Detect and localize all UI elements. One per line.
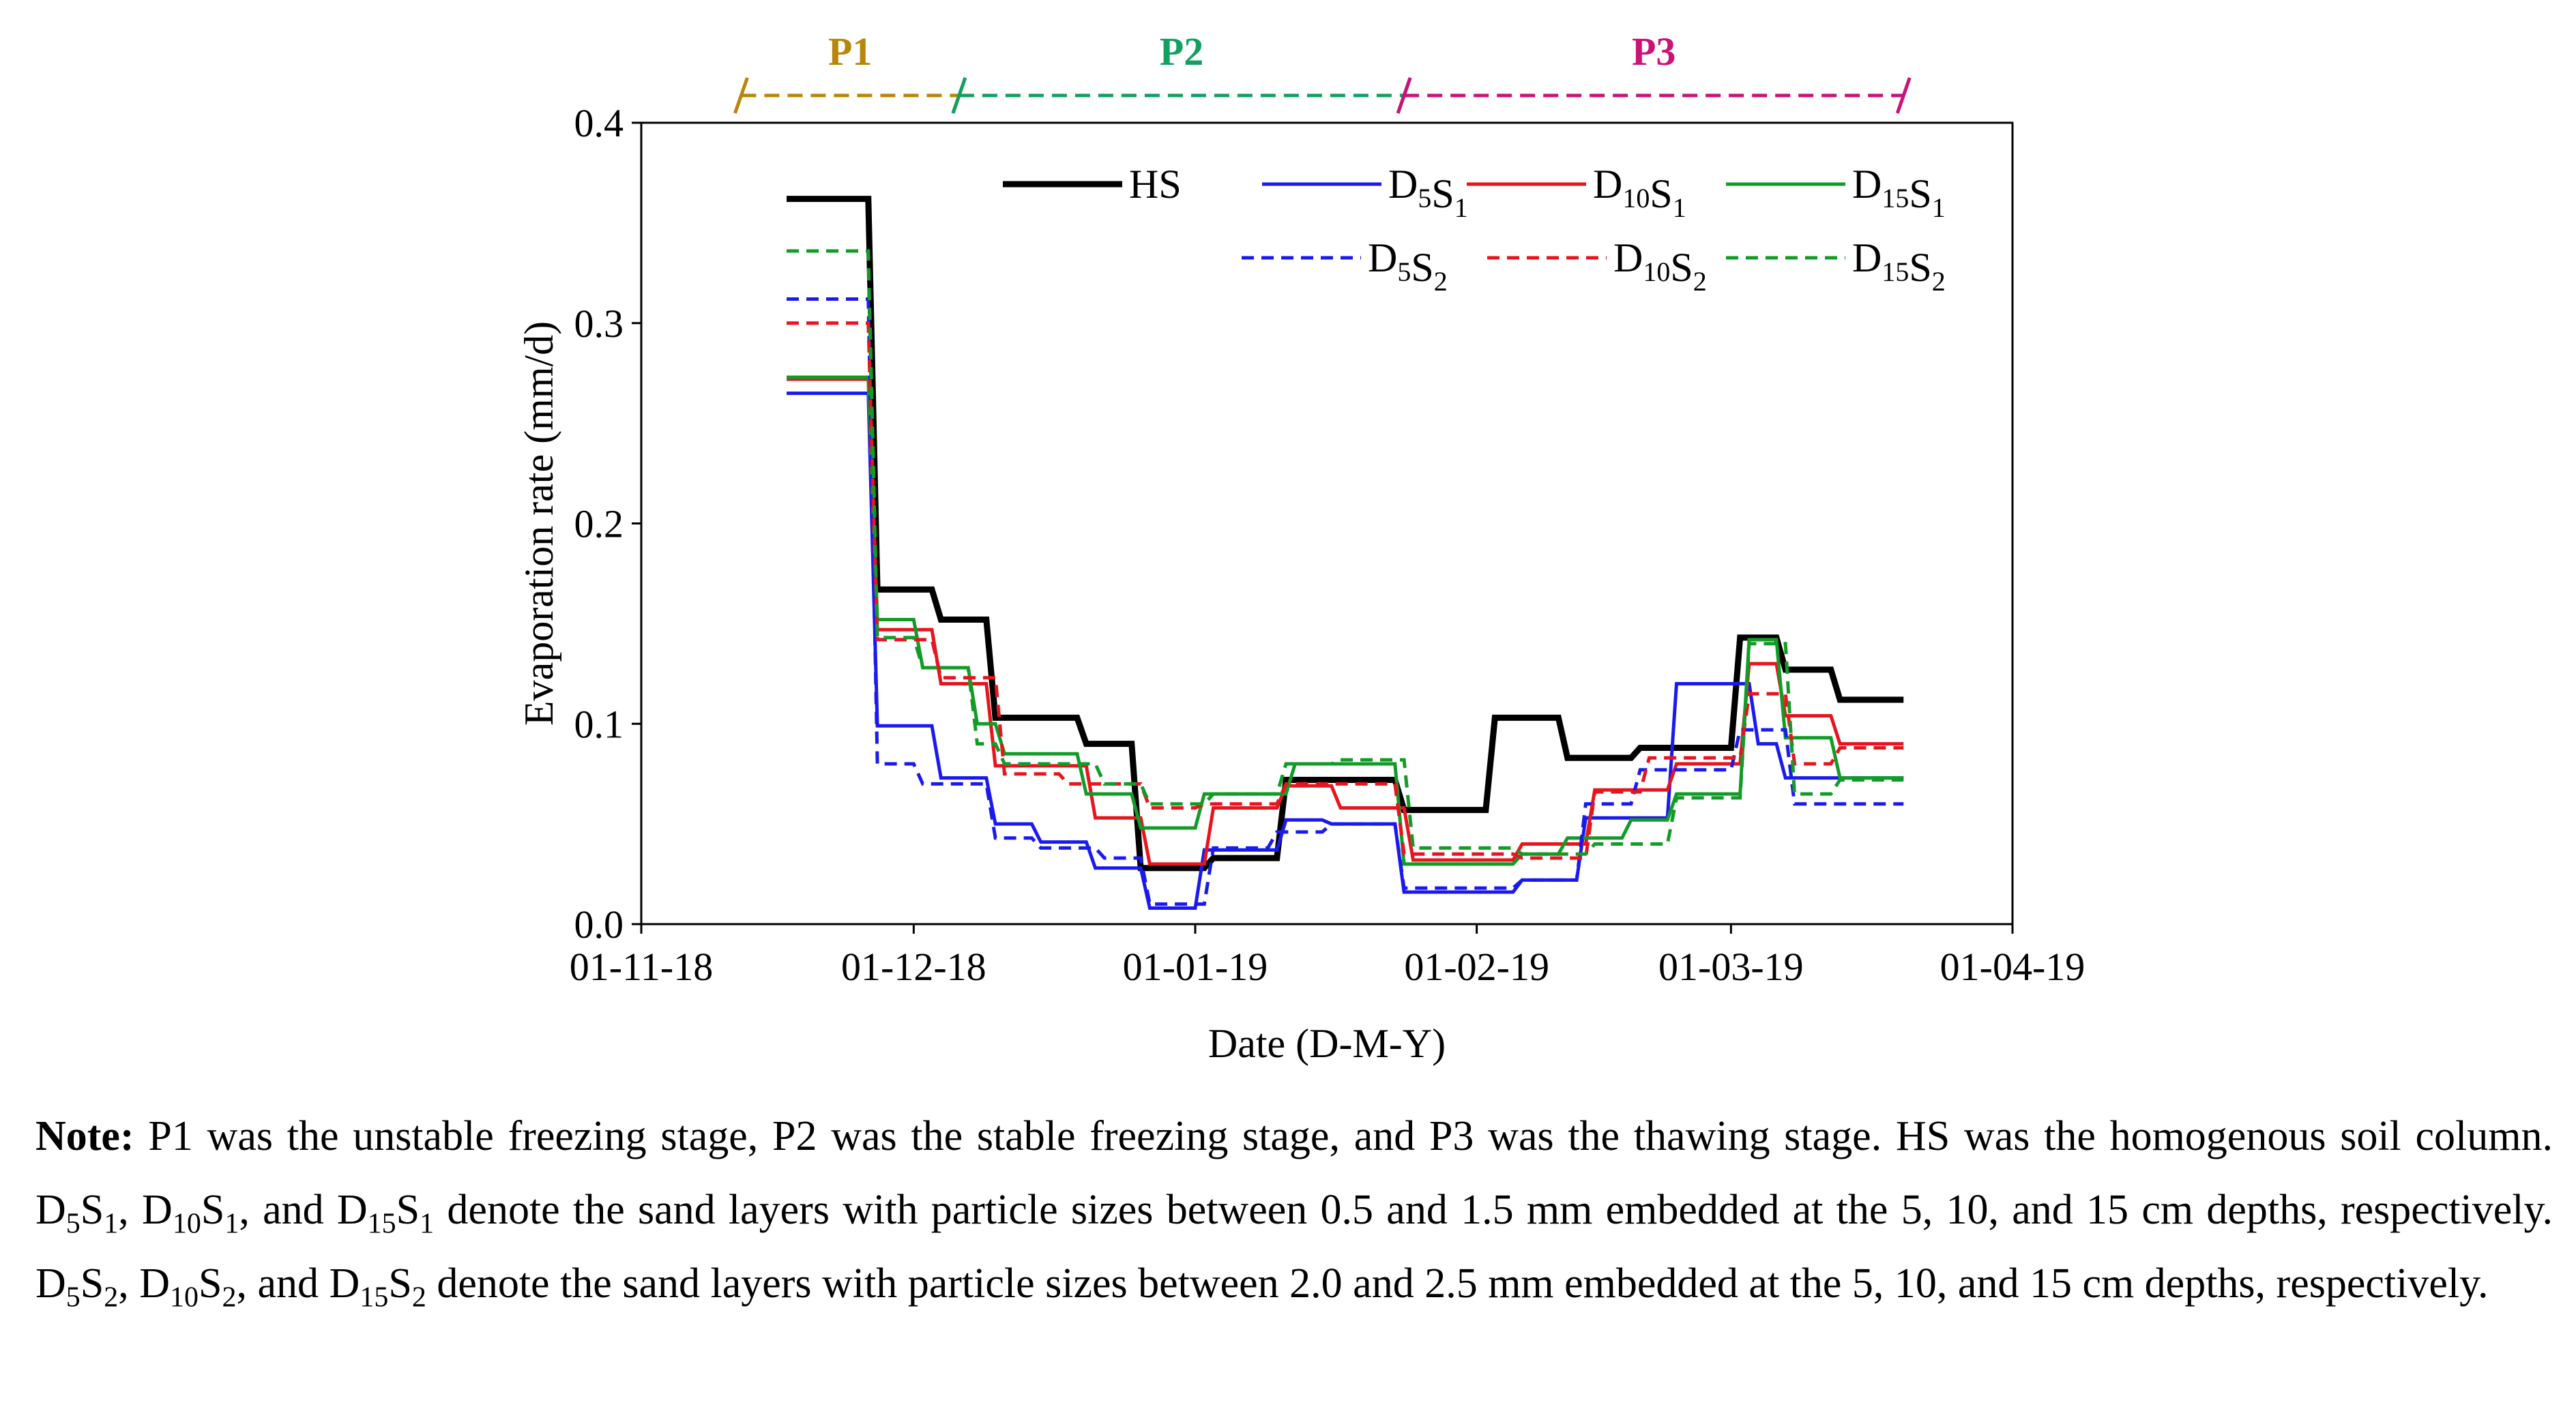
y-axis-label: Evaporation rate (mm/d) [516, 321, 561, 726]
legend-label-d15s1: D15S1 [1852, 162, 1946, 223]
legend-label-d5s2: D5S2 [1368, 235, 1448, 297]
series-line-d5s1 [787, 391, 1904, 910]
x-tick-label: 01-12-18 [841, 945, 986, 989]
legend-label-hs: HS [1129, 162, 1182, 207]
legend-label-d10s1: D10S1 [1593, 162, 1686, 223]
series-line-d15s2 [787, 249, 1904, 856]
period-boundary-mark [733, 77, 749, 114]
series-line-hs [787, 196, 1904, 872]
x-tick-label: 01-04-19 [1940, 945, 2085, 989]
series-line-d5s2 [787, 297, 1904, 906]
plot-frame [640, 121, 2014, 925]
period-boundary-mark [1895, 77, 1912, 114]
x-tick-label: 01-03-19 [1658, 945, 1804, 989]
period-boundary-mark [951, 77, 967, 114]
period-boundary-mark [1396, 77, 1412, 114]
y-tick-label: 0.3 [574, 301, 624, 346]
legend: HS D5S1 D10S1 D15S1 D5S2 D10S2 D15S2 [1003, 162, 1946, 297]
period-label-p2: P2 [1160, 29, 1203, 74]
figure-note: Note: P1 was the unstable freezing stage… [35, 1113, 2553, 1314]
legend-label-d15s2: D15S2 [1852, 235, 1946, 297]
x-tick-label: 01-01-19 [1123, 945, 1268, 989]
y-tick-label: 0.0 [574, 902, 624, 947]
period-label-p3: P3 [1632, 29, 1675, 74]
y-tick-label: 0.1 [574, 702, 624, 746]
x-tick-label: 01-11-18 [570, 945, 713, 989]
axes: 0.0 0.1 0.2 0.3 0.4 01-11-18 01-12-18 01-01-19 0… [570, 101, 2085, 989]
y-tick-label: 0.4 [574, 101, 624, 145]
evaporation-chart: P1 P2 P3 0.0 0.1 0.2 0.3 0.4 01-11-18 01-12-18 01… [516, 29, 2085, 1066]
period-label-p1: P1 [828, 29, 872, 74]
period-markers: P1 P2 P3 [733, 29, 1912, 114]
x-axis-label: Date (D-M-Y) [1208, 1021, 1446, 1066]
legend-label-d5s1: D5S1 [1388, 162, 1468, 223]
legend-label-d10s2: D10S2 [1613, 235, 1707, 297]
note-label: Note: [35, 1113, 134, 1159]
series-line-d10s2 [787, 321, 1904, 860]
series-lines [787, 196, 1904, 910]
x-tick-label: 01-02-19 [1404, 945, 1549, 989]
y-tick-label: 0.2 [574, 502, 624, 546]
